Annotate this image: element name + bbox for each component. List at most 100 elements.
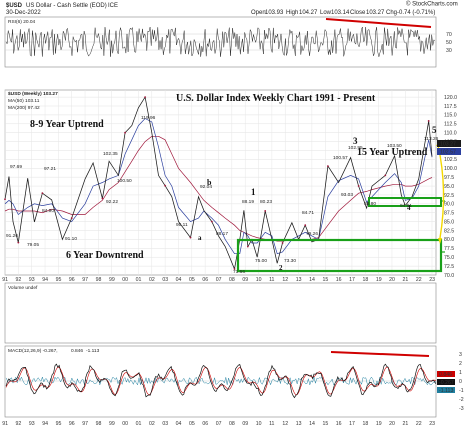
x-tick-label-bottom: 01 <box>136 421 142 427</box>
macd-legend: MACD(12,26,9) -0.267, <box>8 348 58 354</box>
macd-signal-line <box>5 366 436 396</box>
x-tick-label: 91 <box>2 277 8 283</box>
annotation-uptrend2: 15 Year Uptrend <box>357 147 428 158</box>
price-point <box>233 268 236 270</box>
price-label-102-95: 102.95 <box>348 145 363 151</box>
x-tick-label: 93 <box>29 277 35 283</box>
price-legend-symbol: $USD (Weekly) 103.27 <box>8 91 58 97</box>
price-point <box>101 197 104 200</box>
price-label-97-21: 97.21 <box>44 166 56 172</box>
rsi-red-trendline <box>325 18 432 28</box>
x-tick-label: 02 <box>149 277 155 283</box>
price-axis-tick: 110.0 <box>444 130 457 136</box>
price-label-91-10: 91.10 <box>65 236 77 242</box>
price-line <box>4 96 433 271</box>
x-tick-label: 04 <box>176 277 182 283</box>
price-label-100-50: 100.50 <box>117 178 132 184</box>
macd-line-tag-text: -0.267 <box>439 380 454 386</box>
rsi-axis-30: 30 <box>446 48 452 54</box>
price-axis-tick: 75.0 <box>444 255 454 261</box>
x-tick-label: 97 <box>82 277 88 283</box>
price-point <box>189 236 192 239</box>
x-tick-label-bottom: 98 <box>96 421 102 427</box>
x-tick-label: 03 <box>162 277 168 283</box>
macd-signal-tag-text: 0.846 <box>439 372 452 378</box>
price-label-88-80: 88.80 <box>364 201 376 207</box>
x-tick-label-bottom: 12 <box>282 421 288 427</box>
price-label-94-61: 94.61 <box>400 203 412 209</box>
price-axis-tick: 95.0 <box>444 184 454 190</box>
header-exchange: ICE <box>108 3 118 9</box>
x-tick-label-bottom: 92 <box>16 421 22 427</box>
x-tick-label-bottom: 23 <box>429 421 435 427</box>
price-axis-tick: 82.5 <box>444 228 454 234</box>
x-tick-label: 92 <box>16 277 22 283</box>
green-support-box-upper <box>368 197 442 207</box>
price-point <box>357 185 360 187</box>
x-tick-label-bottom: 03 <box>162 421 168 427</box>
x-tick-label-bottom: 99 <box>109 421 115 427</box>
x-tick-label: 94 <box>42 277 48 283</box>
x-tick-label: 16 <box>336 277 342 283</box>
x-tick-label-bottom: 06 <box>202 421 208 427</box>
header-close-value: 103.27 <box>366 10 385 16</box>
x-axis-bottom: 91 92 93 94 95 96 97 98 99 00 01 02 03 04 05 06 07 08 09 10… <box>2 421 435 427</box>
macd-axis-tick: -1 <box>459 388 464 394</box>
x-tick-label-bottom: 10 <box>256 421 262 427</box>
x-tick-label: 08 <box>229 277 235 283</box>
volume-legend: Volume undef <box>8 285 38 291</box>
price-label-91-26: 91.26 <box>6 233 18 239</box>
price-point <box>210 220 213 223</box>
price-point <box>124 131 126 134</box>
price-label-88-19: 88.19 <box>242 199 254 205</box>
price-label-102-35: 102.35 <box>103 151 118 157</box>
x-tick-label-bottom: 95 <box>56 421 62 427</box>
price-axis-tick: 87.5 <box>444 211 454 217</box>
header-date: 30-Dec-2022 <box>6 10 41 16</box>
price-dots <box>4 96 430 270</box>
yellow-arrowhead-down <box>438 238 442 244</box>
price-label-84-71: 84.71 <box>302 210 314 216</box>
x-tick-label-bottom: 16 <box>336 421 342 427</box>
price-point <box>17 241 20 244</box>
price-label-100-57: 100.57 <box>333 155 348 161</box>
rsi-axis-50: 50 <box>446 40 452 46</box>
price-label-88-17: 88.17 <box>216 231 228 237</box>
price-axis-tick: 77.5 <box>444 246 454 252</box>
macd-axis-tick: 0 <box>459 379 462 385</box>
price-gridlines <box>5 96 436 267</box>
header-low-value: 103.14 <box>331 10 350 16</box>
x-tick-label: 18 <box>362 277 368 283</box>
x-tick-label: 21 <box>403 277 409 283</box>
price-axis-tick: 117.5 <box>444 104 457 110</box>
x-tick-label: 11 <box>269 277 274 283</box>
x-tick-label-bottom: 04 <box>176 421 182 427</box>
x-tick-label-bottom: 22 <box>416 421 422 427</box>
x-axis-price: 91 92 93 94 95 96 97 98 99 00 01 02 03 04 05 06 07 08 09 10… <box>2 277 435 283</box>
x-tick-label-bottom: 17 <box>349 421 355 427</box>
x-tick-label-bottom: 15 <box>322 421 328 427</box>
header-open-label: Open <box>251 10 266 16</box>
price-point <box>70 217 73 219</box>
header-open-value: 103.93 <box>265 10 284 16</box>
price-point <box>4 198 6 201</box>
macd-right-axis: 3 2 1 0 -1 -2 -3 <box>459 352 464 412</box>
year-gridlines <box>4 90 433 275</box>
header-close-label: Close <box>350 10 366 16</box>
ma50-price-tag <box>437 148 461 155</box>
price-axis-tick: 80.0 <box>444 237 454 243</box>
macd-red-trendline <box>330 351 430 357</box>
annotation-wave-4: 4 <box>407 204 411 212</box>
ma50-line <box>4 118 433 255</box>
price-axis-tick: 120.0 <box>444 95 457 101</box>
price-label-93-03: 93.03 <box>341 192 353 198</box>
chart-title: U.S. Dollar Index Weekly Chart 1991 - Pr… <box>176 93 376 104</box>
price-point <box>384 174 387 177</box>
x-tick-label: 96 <box>69 277 75 283</box>
price-label-79-05: 79.05 <box>27 242 39 248</box>
header-watermark: © StockCharts.com <box>406 1 458 8</box>
price-label-92-04: 92.04 <box>200 184 212 190</box>
macd-hist-tag <box>437 387 455 393</box>
price-point <box>164 184 167 187</box>
price-label-113-26: 113.26 <box>424 136 439 142</box>
